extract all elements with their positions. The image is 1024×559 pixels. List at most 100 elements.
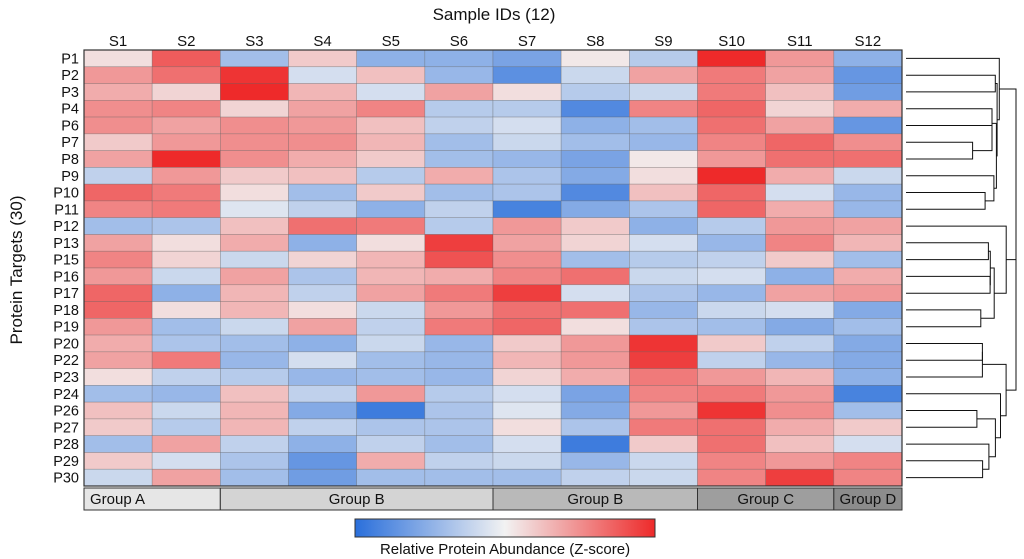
heatmap-cell-P11-S2 bbox=[151, 200, 221, 218]
heatmap-cell-P15-S3 bbox=[220, 250, 289, 269]
heatmap-cell-P13-S5 bbox=[356, 234, 426, 252]
heatmap-cell-P15-S9 bbox=[629, 250, 698, 269]
heatmap-cell-P2-S3 bbox=[220, 66, 289, 84]
heatmap-cell-P16-S7 bbox=[492, 267, 562, 286]
heatmap-cell-P16-S10 bbox=[697, 267, 766, 286]
heatmap-cell-P28-S1 bbox=[83, 435, 153, 453]
heatmap-cell-P20-S3 bbox=[220, 334, 289, 353]
heatmap-cell-P13-S3 bbox=[220, 234, 289, 252]
heatmap-cell-P29-S8 bbox=[560, 452, 630, 470]
dendrogram-link-19 bbox=[906, 57, 1000, 121]
heatmap-cell-P17-S11 bbox=[765, 284, 835, 302]
row-label-P1: P1 bbox=[61, 51, 79, 67]
heatmap-cell-P26-S5 bbox=[356, 401, 426, 420]
heatmap-cell-P30-S11 bbox=[765, 468, 835, 487]
heatmap-cell-P17-S5 bbox=[356, 284, 426, 302]
heatmap-cell-P2-S8 bbox=[560, 66, 630, 84]
heatmap-cell-P29-S9 bbox=[629, 452, 698, 470]
heatmap-cell-P16-S1 bbox=[83, 267, 153, 286]
dendrogram-link-1 bbox=[906, 410, 978, 428]
heatmap-cell-P11-S10 bbox=[697, 200, 766, 218]
heatmap-cell-P16-S4 bbox=[288, 267, 357, 286]
heatmap-cell-P22-S7 bbox=[492, 351, 562, 369]
heatmap-cell-P24-S4 bbox=[288, 385, 357, 403]
heatmap-cell-P26-S4 bbox=[288, 401, 357, 420]
heatmap-cell-P10-S8 bbox=[560, 183, 630, 202]
heatmap-cell-P22-S9 bbox=[629, 351, 698, 369]
heatmap-cell-P16-S12 bbox=[833, 267, 903, 286]
heatmap-cell-P17-S2 bbox=[151, 284, 221, 302]
row-label-P2: P2 bbox=[61, 68, 79, 84]
heatmap-cell-P30-S3 bbox=[220, 468, 289, 487]
heatmap-cell-P30-S10 bbox=[697, 468, 766, 487]
heatmap-cell-P27-S3 bbox=[220, 418, 289, 436]
column-label-S10: S10 bbox=[718, 33, 745, 50]
heatmap-cell-P10-S6 bbox=[424, 183, 494, 202]
heatmap-cell-P10-S5 bbox=[356, 183, 426, 202]
dendrogram-link-4 bbox=[906, 351, 983, 378]
heatmap-cell-P29-S6 bbox=[424, 452, 494, 470]
heatmap-cell-P16-S11 bbox=[765, 267, 835, 286]
heatmap-cell-P12-S3 bbox=[220, 217, 289, 235]
row-label-P3: P3 bbox=[61, 85, 79, 101]
heatmap-cell-P13-S4 bbox=[288, 234, 357, 252]
heatmap-cell-P9-S1 bbox=[83, 167, 153, 185]
heatmap-cell-P20-S7 bbox=[492, 334, 562, 353]
heatmap-cell-P11-S8 bbox=[560, 200, 630, 218]
heatmap-cell-P15-S4 bbox=[288, 250, 357, 269]
heatmap-cell-P4-S6 bbox=[424, 100, 494, 118]
heatmap-cell-P10-S3 bbox=[220, 183, 289, 202]
heatmap-cell-P22-S6 bbox=[424, 351, 494, 369]
heatmap-cell-P29-S12 bbox=[833, 452, 903, 470]
heatmap-cell-P13-S11 bbox=[765, 234, 835, 252]
heatmap-cell-P1-S2 bbox=[151, 49, 221, 68]
heatmap-cell-P17-S3 bbox=[220, 284, 289, 302]
heatmap-cell-P1-S1 bbox=[83, 49, 153, 68]
heatmap-cell-P6-S10 bbox=[697, 116, 766, 135]
heatmap-cell-P24-S9 bbox=[629, 385, 698, 403]
heatmap-cell-P6-S7 bbox=[492, 116, 562, 135]
heatmap-cell-P17-S12 bbox=[833, 284, 903, 302]
heatmap-cell-P10-S11 bbox=[765, 183, 835, 202]
heatmap-cell-P19-S11 bbox=[765, 318, 835, 336]
heatmap-cell-P19-S4 bbox=[288, 318, 357, 336]
heatmap-cell-P22-S8 bbox=[560, 351, 630, 369]
heatmap-cell-P18-S6 bbox=[424, 301, 494, 319]
heatmap-cell-P28-S2 bbox=[151, 435, 221, 453]
heatmap-cell-P8-S3 bbox=[220, 150, 289, 168]
heatmap-cell-P20-S1 bbox=[83, 334, 153, 353]
heatmap-cell-P23-S12 bbox=[833, 368, 903, 386]
heatmap-cell-P2-S6 bbox=[424, 66, 494, 84]
heatmap-cell-P23-S5 bbox=[356, 368, 426, 386]
heatmap-cell-P2-S2 bbox=[151, 66, 221, 84]
heatmap-cell-P27-S10 bbox=[697, 418, 766, 436]
heatmap-cell-P30-S1 bbox=[83, 468, 153, 487]
heatmap-cell-P19-S6 bbox=[424, 318, 494, 336]
heatmap-cell-P17-S9 bbox=[629, 284, 698, 302]
heatmap-cell-P29-S5 bbox=[356, 452, 426, 470]
heatmap-cell-P27-S4 bbox=[288, 418, 357, 436]
heatmap-cell-P11-S6 bbox=[424, 200, 494, 218]
heatmap-cell-P3-S7 bbox=[492, 83, 562, 101]
heatmap-cell-P26-S2 bbox=[151, 401, 221, 420]
row-label-P22: P22 bbox=[53, 353, 79, 369]
heatmap-cell-P16-S6 bbox=[424, 267, 494, 286]
heatmap-cell-P16-S2 bbox=[151, 267, 221, 286]
heatmap-cell-P4-S3 bbox=[220, 100, 289, 118]
dendrogram-link-12 bbox=[906, 108, 993, 138]
heatmap-cell-P30-S12 bbox=[833, 468, 903, 487]
heatmap-cell-P28-S5 bbox=[356, 435, 426, 453]
heatmap-cell-P17-S1 bbox=[83, 284, 153, 302]
heatmap-cell-P20-S10 bbox=[697, 334, 766, 353]
heatmap-cell-P4-S1 bbox=[83, 100, 153, 118]
heatmap-cell-P20-S11 bbox=[765, 334, 835, 353]
heatmap-cell-P16-S9 bbox=[629, 267, 698, 286]
heatmap-cell-P26-S7 bbox=[492, 401, 562, 420]
heatmap-cell-P7-S6 bbox=[424, 133, 494, 151]
colorbar bbox=[354, 518, 656, 538]
heatmap-cell-P13-S6 bbox=[424, 234, 494, 252]
column-label-S2: S2 bbox=[177, 33, 195, 50]
heatmap-cell-P9-S8 bbox=[560, 167, 630, 185]
heatmap-cell-P23-S9 bbox=[629, 368, 698, 386]
heatmap-cell-P10-S4 bbox=[288, 183, 357, 202]
